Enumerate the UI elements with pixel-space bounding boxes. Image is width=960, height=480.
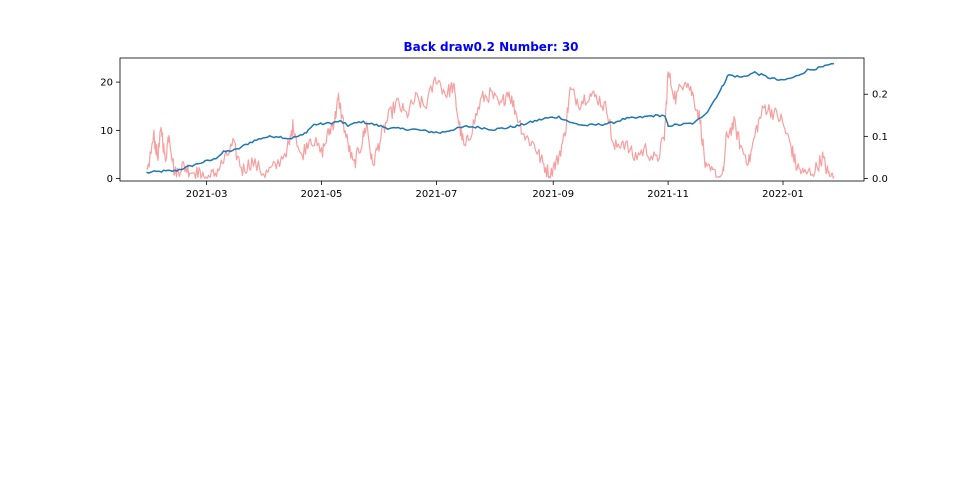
series-line-left-axis: [146, 62, 834, 174]
y-right-tick-label: 0.2: [872, 90, 888, 101]
left-axis-series-layer: [146, 62, 834, 174]
plot-area-frame: [119, 57, 865, 182]
x-tick-label: 2021-03: [186, 189, 228, 200]
series-line-right-axis: [146, 71, 835, 179]
x-tick-label: 2021-11: [647, 189, 689, 200]
x-tick-label: 2022-01: [762, 189, 804, 200]
y-left-tick-label: 0: [107, 174, 113, 185]
x-tick-label: 2021-09: [532, 189, 574, 200]
y-right-tick-label: 0.0: [872, 174, 888, 185]
x-axis: 2021-03 2021-05 2021-07 2021-09 2021-11 2022-…: [186, 181, 804, 200]
right-axis-series-layer: [146, 71, 835, 179]
y-right-tick-label: 0.1: [872, 132, 888, 143]
x-tick-label: 2021-07: [416, 189, 458, 200]
y-axis-right: 0.0 0.1 0.2: [864, 90, 888, 185]
chart-title: Back draw0.2 Number: 30: [403, 40, 578, 54]
y-left-tick-label: 10: [100, 126, 113, 137]
y-axis-left: 0 10 20: [100, 78, 120, 185]
y-left-tick-label: 20: [100, 78, 113, 89]
x-tick-label: 2021-05: [301, 189, 343, 200]
